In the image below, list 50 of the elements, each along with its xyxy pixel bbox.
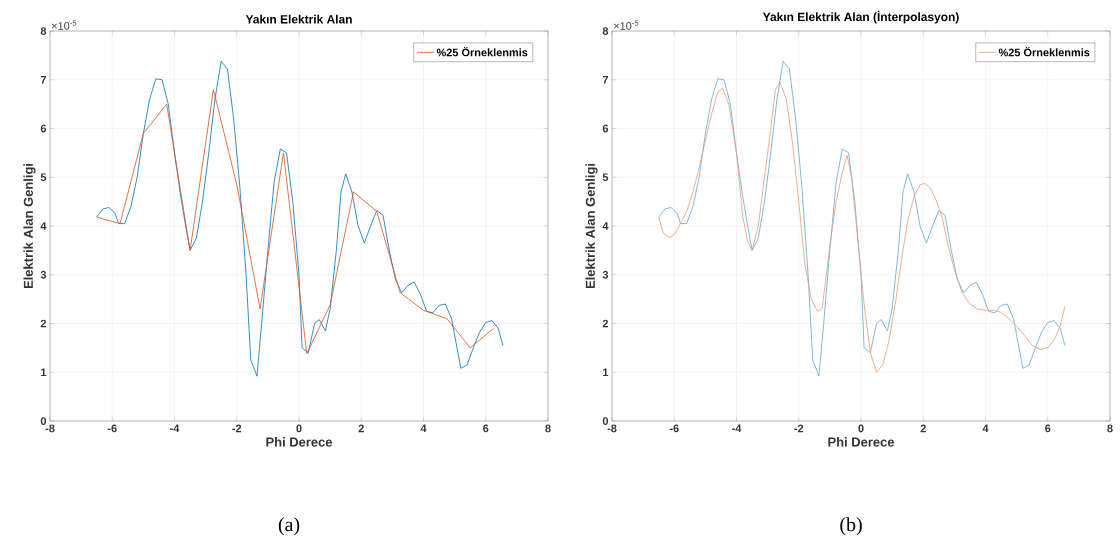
x-tick-label: -8 [607,424,617,433]
text: ×10$^{-5}$ [613,20,639,30]
legend-label: %25 Örneklenmis [436,46,528,57]
y-tick-label: 4 [40,222,47,230]
y-axis-title: Elektrik Alan Genligi [585,163,598,289]
y-tick-label: 4 [602,222,609,230]
x-tick-label: 0 [858,424,864,433]
x-tick-label: -2 [794,424,804,433]
x-tick-label: 4 [982,424,989,433]
x-axis-title: Phi Derece [266,437,333,447]
y-tick-label: 7 [40,75,46,84]
x-axis-title: Phi Derece [828,437,895,447]
x-tick-label: 0 [296,424,302,433]
x-tick-label: 6 [1045,424,1051,433]
y-tick-label: 1 [41,368,47,377]
y-tick-label: 0 [602,417,609,425]
x-tick-label: 8 [545,424,551,433]
chart-title: Yakın Elektrik Alan [245,14,352,24]
x-tick-label: 2 [358,424,364,433]
y-tick-label: 5 [602,173,609,182]
legend-label: %25 Örneklenmis [998,46,1090,57]
x-tick-label: -6 [107,424,117,433]
y-tick-label: 7 [602,75,608,84]
x-tick-label: -6 [669,424,679,433]
y-tick-label: 3 [40,270,47,279]
y-tick-label: 1 [603,368,609,377]
x-tick-label: 4 [420,424,427,433]
text: (a) [278,517,300,536]
chart-title: Yakın Elektrik Alan (İnterpolasyon) [762,10,959,24]
y-tick-label: 5 [40,173,47,182]
x-tick-label: -4 [732,424,742,433]
x-tick-label: 6 [483,424,489,433]
x-tick-label: 2 [920,424,926,433]
text: ×10$^{-5}$ [51,20,77,30]
x-tick-label: -4 [170,424,180,433]
y-tick-label: 0 [40,417,47,425]
y-tick-label: 6 [602,124,609,133]
y-tick-label: 2 [602,319,609,328]
x-tick-label: -8 [45,424,55,433]
x-tick-label: -2 [232,424,242,433]
y-tick-label: 6 [40,124,47,133]
y-axis-title: Elektrik Alan Genligi [23,163,36,289]
text: (b) [840,517,862,536]
y-tick-label: 2 [40,319,47,328]
x-tick-label: 8 [1107,424,1113,433]
line-series [96,60,504,377]
y-tick-label: 8 [40,27,47,35]
line-series [96,89,494,355]
y-tick-label: 3 [602,270,609,279]
y-tick-label: 8 [602,27,609,35]
